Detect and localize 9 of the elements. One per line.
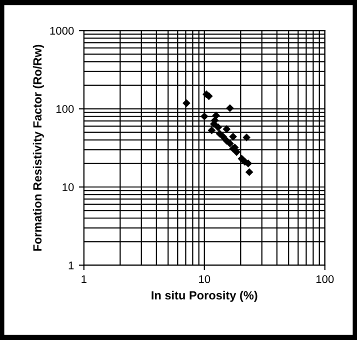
x-axis-title: In situ Porosity (%) (152, 290, 258, 302)
y-tick-label: 100 (56, 105, 74, 113)
y-tick-label: 1 (68, 262, 74, 270)
x-tick-label: 1 (82, 275, 86, 283)
x-tick-label: 10 (199, 275, 210, 284)
x-tick-label: 100 (316, 275, 334, 284)
y-tick-label: 1000 (50, 26, 74, 35)
y-tick-label: 10 (62, 183, 74, 192)
y-axis-title: Formation Resistivity Factor (Ro/Rw) (32, 44, 44, 251)
